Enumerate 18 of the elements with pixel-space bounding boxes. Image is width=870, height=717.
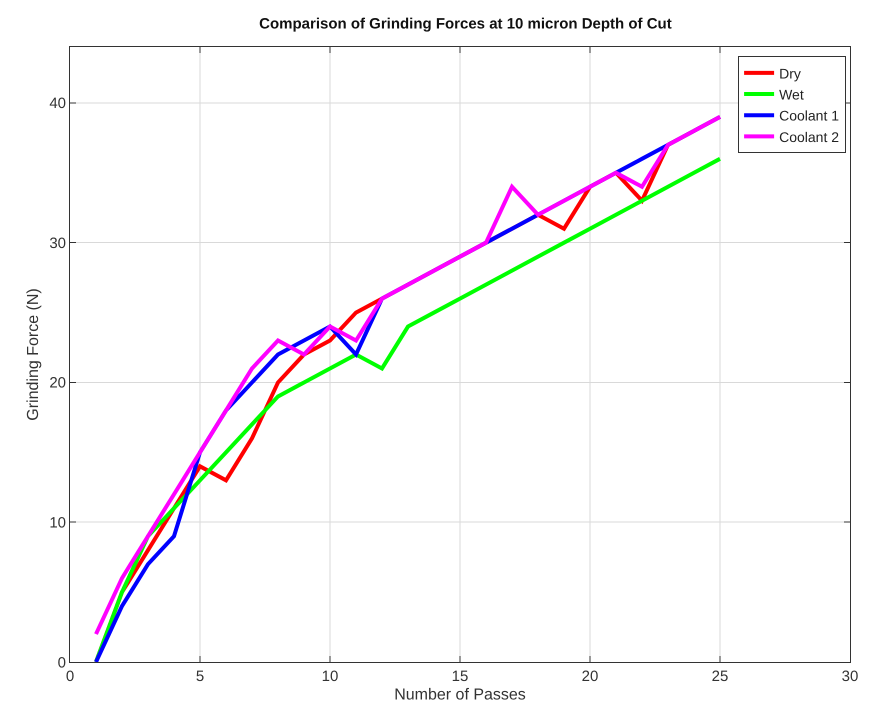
y-axis-title: Grinding Force (N)	[25, 288, 42, 421]
legend-label: Wet	[779, 86, 804, 102]
y-tick-label: 30	[49, 234, 66, 252]
y-tick-label: 0	[58, 654, 66, 672]
x-tick-label: 15	[452, 668, 468, 685]
y-tick-label: 20	[49, 374, 66, 392]
legend-label: Dry	[779, 65, 801, 82]
x-tick-label: 10	[322, 668, 338, 685]
x-tick-label: 20	[582, 668, 598, 685]
y-tick-label: 10	[49, 514, 66, 532]
legend-label: Coolant 2	[779, 128, 840, 145]
x-tick-label: 30	[842, 668, 858, 685]
chart-title: Comparison of Grinding Forces at 10 micron Depth of Cut	[259, 15, 672, 32]
y-tick-label: 40	[49, 95, 66, 112]
legend-label: Coolant 1	[779, 108, 840, 124]
x-axis-title: Number of Passes	[394, 686, 526, 704]
x-tick-label: 5	[196, 668, 204, 685]
x-tick-label: 25	[712, 668, 728, 685]
